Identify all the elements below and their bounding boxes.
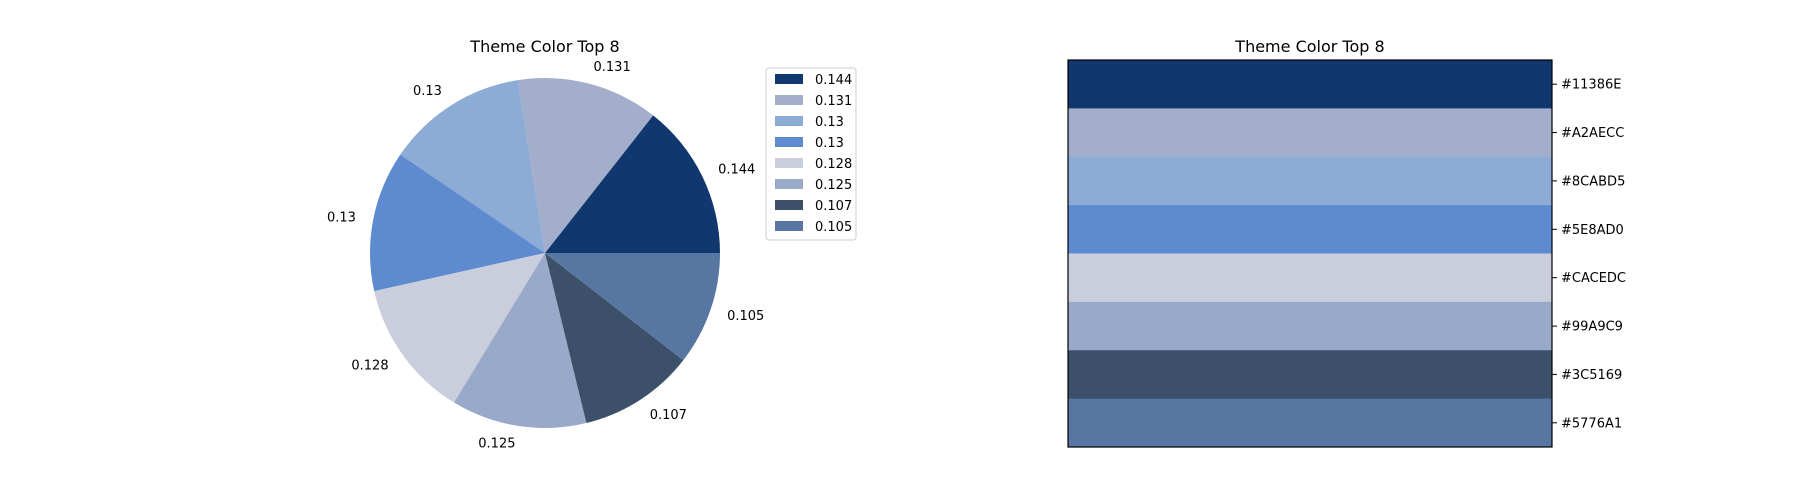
legend-swatch: [775, 179, 803, 189]
legend-swatch: [775, 95, 803, 105]
legend-label: 0.13: [815, 136, 844, 151]
legend-swatch: [775, 221, 803, 231]
pie-slice: [400, 80, 545, 254]
pie-chart-title: Theme Color Top 8: [469, 37, 619, 56]
pie-slice-label: 0.128: [351, 359, 388, 374]
pie-slice-label: 0.105: [727, 309, 764, 324]
swatch-band: [1068, 350, 1552, 400]
swatch-band: [1068, 398, 1552, 448]
swatch-tick-label: #3C5169: [1561, 368, 1622, 383]
swatch-band: [1068, 156, 1552, 206]
swatch-tick-label: #11386E: [1561, 78, 1621, 93]
pie-slice-label: 0.13: [413, 84, 442, 99]
pie-labels: 0.144 0.131 0.13 0.13 0.128 0.125 0.107 0.105: [327, 60, 764, 452]
color-swatch-chart: Theme Color Top 8 #11386E#A2AECC#8CABD5#…: [1067, 37, 1626, 448]
legend-label: 0.131: [815, 94, 852, 109]
pie-legend: 0.144 0.131 0.13 0.13 0.128 0.125 0.107 0.105: [765, 67, 857, 241]
legend-swatch: [775, 200, 803, 210]
legend-swatch: [775, 158, 803, 168]
swatch-frame: [1067, 59, 1553, 448]
legend-items: 0.144 0.131 0.13 0.13 0.128 0.125 0.107 0.105: [775, 73, 852, 235]
pie-slice: [369, 154, 545, 292]
pie-slice: [374, 253, 545, 403]
swatch-ticks: #11386E #A2AECC #8CABD5 #5E8AD0 #CACEDC #99A9…: [1552, 78, 1626, 431]
legend-label: 0.13: [815, 115, 844, 130]
legend-label: 0.107: [815, 199, 852, 214]
legend-swatch: [775, 116, 803, 126]
pie-slice: [517, 77, 654, 254]
pie-chart: Theme Color Top 8 0.144 0.131 0.13 0.13 0.12…: [327, 37, 764, 452]
legend-label: 0.125: [815, 178, 852, 193]
pie-slice-label: 0.125: [478, 437, 515, 452]
swatch-band: [1068, 301, 1552, 351]
swatch-band: [1068, 205, 1552, 255]
swatch-tick-label: #5E8AD0: [1561, 223, 1624, 238]
swatch-tick-label: #A2AECC: [1561, 126, 1624, 141]
pie-slice-label: 0.107: [650, 408, 687, 423]
pie-slice: [545, 253, 684, 424]
legend-label: 0.128: [815, 157, 852, 172]
legend-label: 0.105: [815, 220, 852, 235]
swatch-tick-label: #99A9C9: [1561, 320, 1623, 335]
pie-slice: [545, 115, 720, 254]
pie-slice: [545, 253, 720, 361]
pie-slice-label: 0.144: [718, 162, 755, 177]
pie-slices: [369, 77, 720, 429]
pie-slice: [454, 253, 587, 429]
legend-swatch: [775, 137, 803, 147]
swatch-chart-title: Theme Color Top 8: [1234, 37, 1384, 56]
legend-frame: [765, 67, 857, 241]
legend-label: 0.144: [815, 73, 852, 88]
swatch-bands: [1068, 60, 1552, 448]
pie-slice-label: 0.13: [327, 210, 356, 225]
pie-slice-label: 0.131: [594, 60, 631, 75]
swatch-band: [1068, 108, 1552, 158]
swatch-tick-label: #CACEDC: [1561, 271, 1626, 286]
swatch-tick-label: #8CABD5: [1561, 174, 1625, 189]
legend-swatch: [775, 74, 803, 84]
swatch-band: [1068, 253, 1552, 303]
swatch-band: [1068, 60, 1552, 109]
swatch-tick-label: #5776A1: [1561, 416, 1622, 431]
